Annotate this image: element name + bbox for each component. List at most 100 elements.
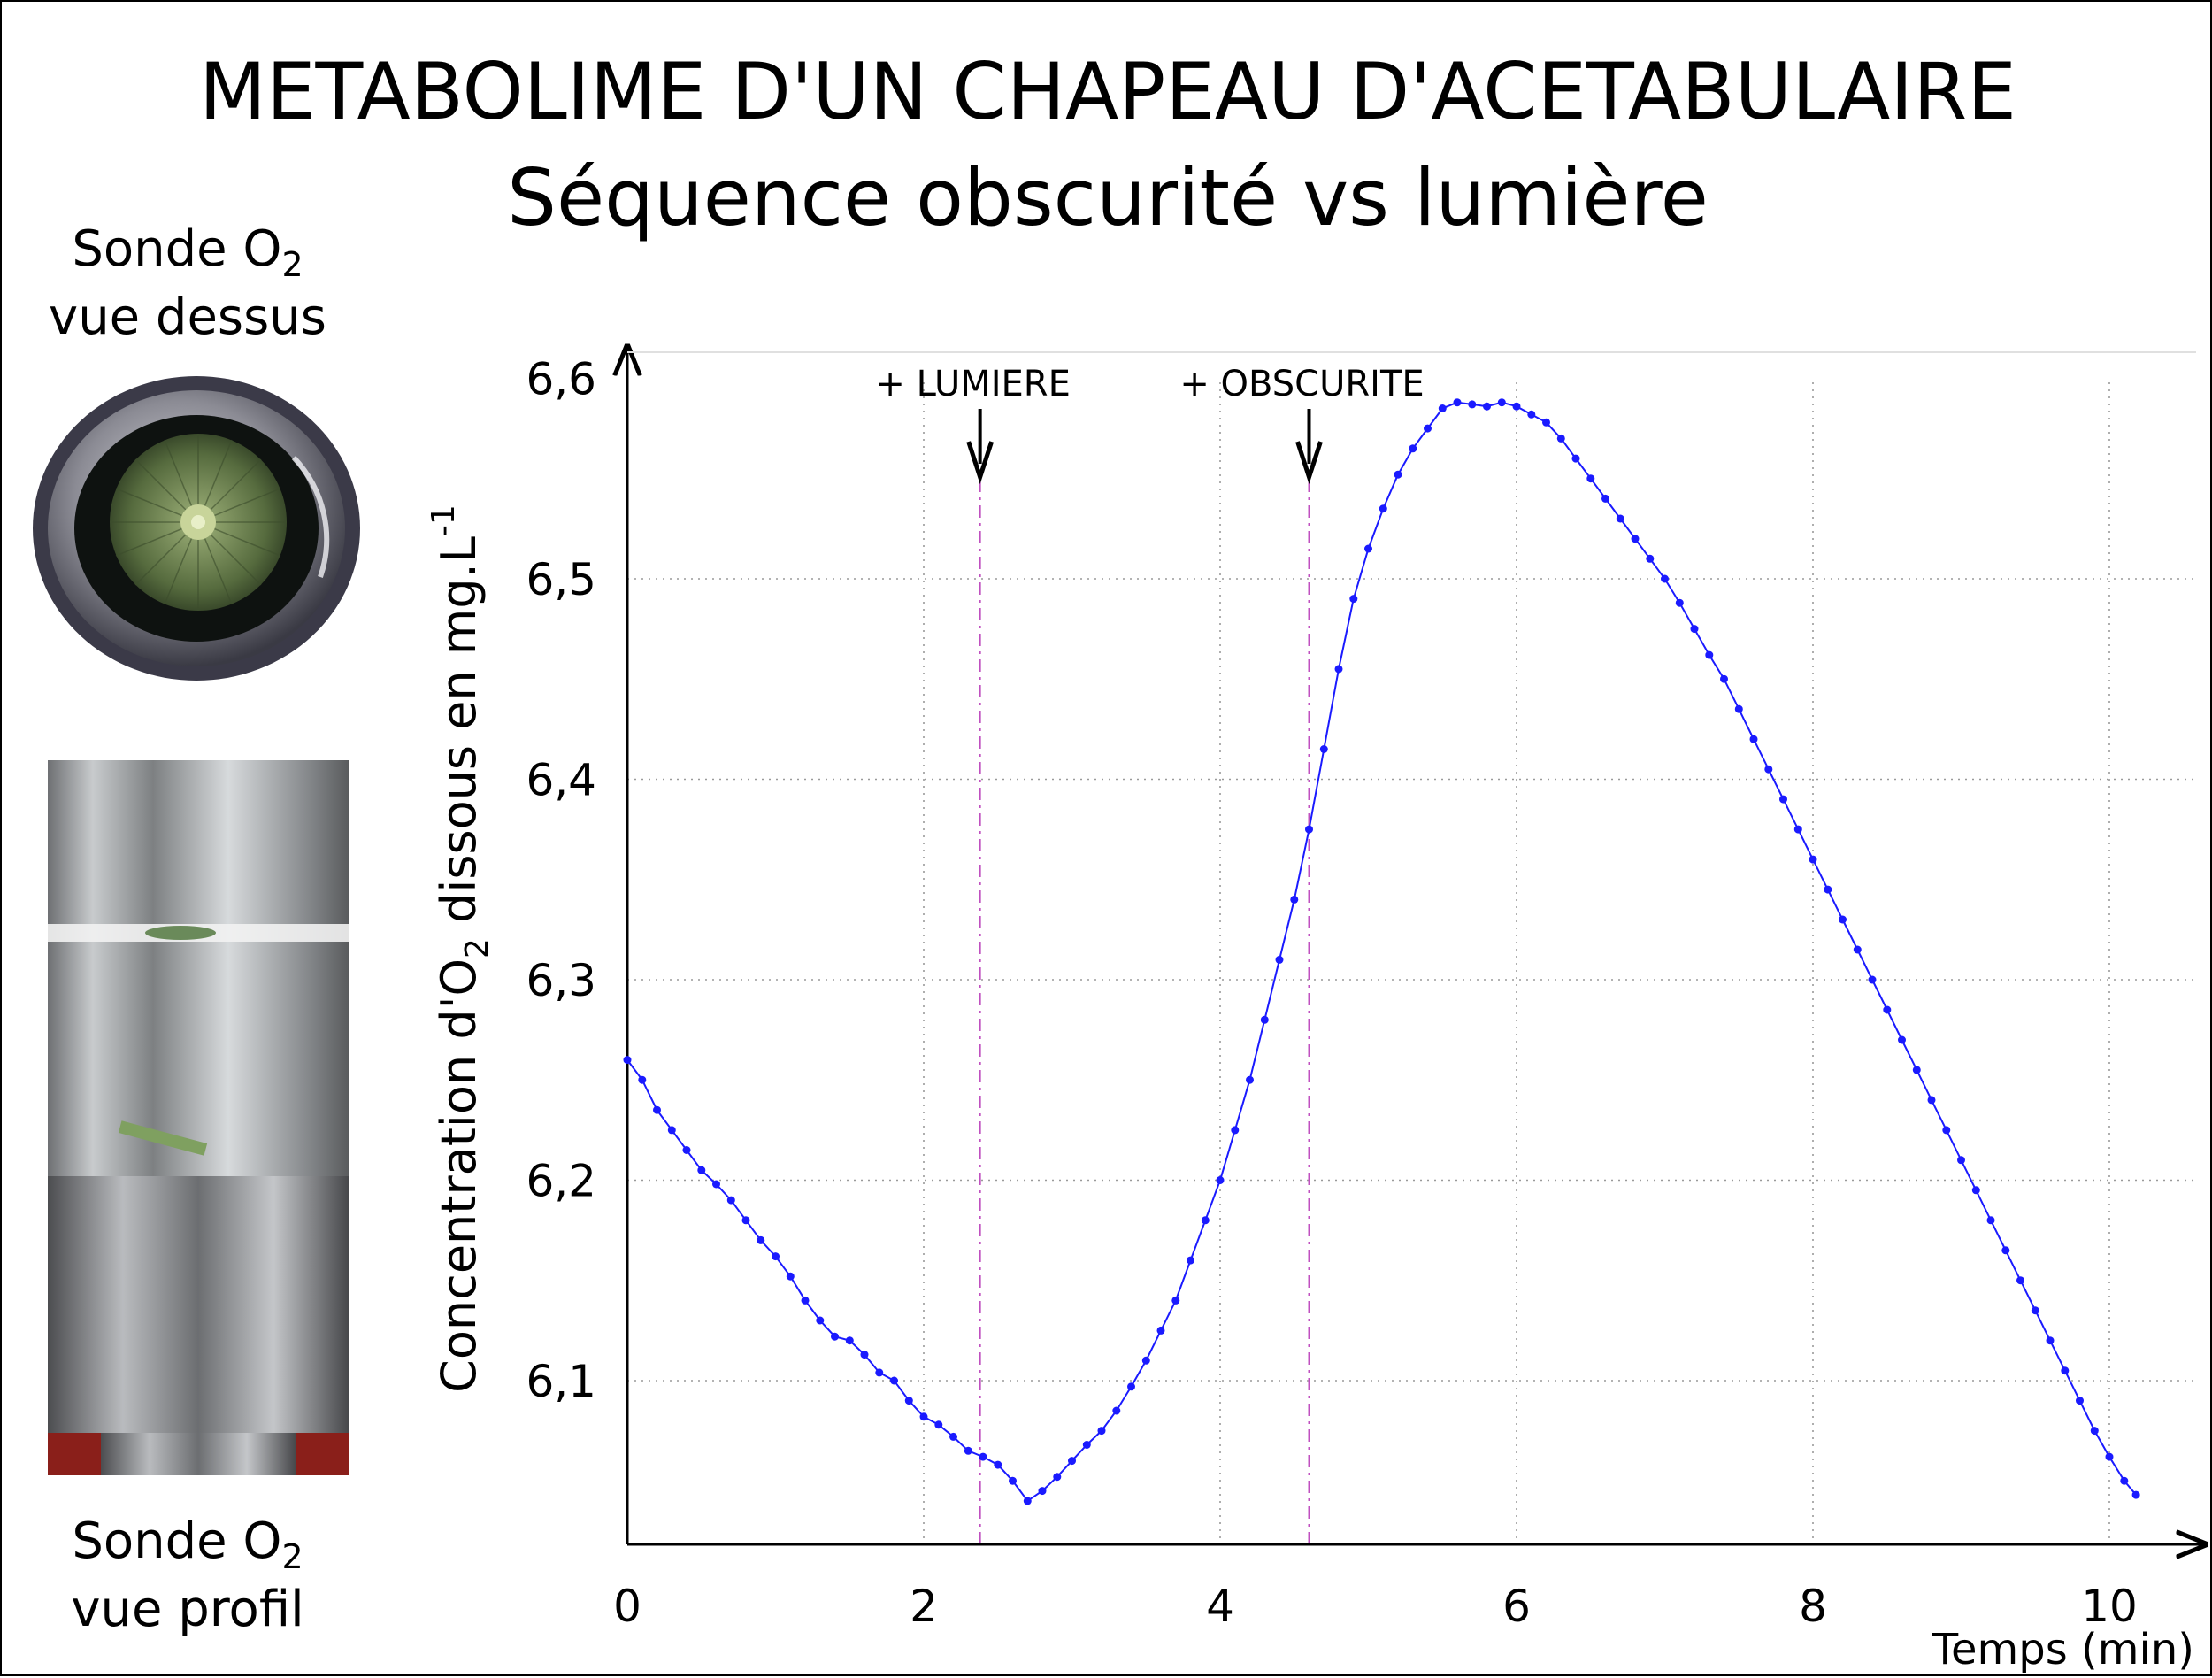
data-point xyxy=(1009,1476,1017,1485)
data-point xyxy=(1201,1216,1210,1225)
tick-labels: 6,1 6,2 6,3 6,4 6,5 6,6 0 2 4 6 8 10 xyxy=(526,354,2137,1633)
data-point xyxy=(1246,1075,1254,1084)
data-point xyxy=(1497,398,1506,407)
data-point xyxy=(623,1056,632,1065)
event-arrow-head xyxy=(966,441,995,485)
data-point xyxy=(1764,765,1773,774)
data-point xyxy=(1705,650,1714,659)
top-probe-label: Sonde O2 vue dessus xyxy=(2,219,373,349)
axes xyxy=(627,347,2205,1544)
data-point xyxy=(2131,1490,2140,1499)
data-point xyxy=(1305,825,1313,834)
data-point xyxy=(1187,1256,1194,1265)
data-point xyxy=(1231,1126,1240,1135)
data-point xyxy=(845,1336,854,1345)
data-point xyxy=(1468,400,1477,409)
data-point xyxy=(801,1296,810,1305)
y-tick-label: 6,6 xyxy=(526,354,596,405)
series-line xyxy=(626,401,2137,1503)
data-point xyxy=(1646,554,1655,563)
data-point xyxy=(890,1376,898,1385)
data-point xyxy=(1512,402,1521,411)
data-point xyxy=(1260,1015,1269,1024)
bottom-probe-label: Sonde O2 vue profil xyxy=(2,1511,373,1641)
data-point xyxy=(1082,1441,1091,1449)
x-tick-label: 8 xyxy=(1799,1581,1827,1632)
y-tick-label: 6,5 xyxy=(526,554,596,605)
data-point xyxy=(1571,454,1580,463)
data-point xyxy=(1898,1035,1906,1044)
data-point xyxy=(1438,404,1447,412)
data-point xyxy=(816,1316,825,1325)
data-point xyxy=(1912,1066,1921,1074)
data-point xyxy=(712,1180,720,1189)
data-point xyxy=(964,1446,972,1455)
event-arrow-head xyxy=(1295,441,1323,485)
x-axis-label: Temps (min) xyxy=(1932,1625,2194,1674)
data-point xyxy=(949,1432,957,1441)
x-tick-label: 10 xyxy=(2081,1581,2138,1632)
data-point xyxy=(994,1460,1002,1469)
data-point xyxy=(934,1420,943,1429)
data-point xyxy=(1483,402,1491,411)
data-point xyxy=(979,1452,987,1461)
data-point xyxy=(1409,444,1417,453)
data-point xyxy=(1749,735,1758,743)
bottom-probe-label-main: Sonde O xyxy=(72,1513,282,1570)
data-point xyxy=(875,1368,884,1377)
data-point xyxy=(638,1075,647,1084)
data-point xyxy=(1023,1497,1032,1505)
data-point xyxy=(1424,424,1432,433)
y-tick-label: 6,1 xyxy=(526,1356,596,1407)
series xyxy=(623,398,2140,1505)
top-probe-label-main: Sonde O xyxy=(72,220,282,278)
data-point xyxy=(1734,704,1743,713)
title-line-2: Séquence obscurité vs lumière xyxy=(507,152,1709,243)
data-point xyxy=(1824,885,1832,894)
data-point xyxy=(1616,514,1624,523)
data-point xyxy=(697,1166,706,1174)
data-point xyxy=(1957,1156,1965,1165)
x-tick-label: 0 xyxy=(613,1581,641,1632)
data-point xyxy=(2105,1452,2114,1461)
data-point xyxy=(1171,1296,1180,1305)
event-markers: + LUMIERE + OBSCURITE xyxy=(875,364,1425,1544)
data-point xyxy=(2031,1306,2039,1315)
data-point xyxy=(860,1351,869,1359)
data-point xyxy=(1631,535,1640,543)
event-label: + OBSCURITE xyxy=(1179,364,1424,404)
data-point xyxy=(831,1332,839,1341)
data-point xyxy=(1068,1457,1076,1466)
data-point xyxy=(1986,1216,1995,1225)
data-point xyxy=(1971,1186,1980,1195)
top-probe-label-sub: 2 xyxy=(281,245,303,285)
y-tick-label: 6,4 xyxy=(526,755,596,806)
probe-top-view-photo xyxy=(33,376,360,681)
data-point xyxy=(1394,470,1402,479)
data-point xyxy=(786,1272,795,1281)
data-point xyxy=(1453,398,1462,407)
bottom-probe-label-sub: 2 xyxy=(281,1537,303,1577)
data-point xyxy=(1586,474,1595,483)
y-axis-label-sup: -1 xyxy=(426,504,462,536)
y-tick-label: 6,3 xyxy=(526,955,596,1006)
data-point xyxy=(1527,410,1536,419)
data-point xyxy=(1319,745,1328,753)
x-tick-label: 4 xyxy=(1206,1581,1234,1632)
data-point xyxy=(1942,1126,1951,1135)
data-point xyxy=(1853,945,1862,954)
data-point xyxy=(1839,915,1847,924)
data-point xyxy=(1779,795,1787,804)
x-tick-label: 2 xyxy=(910,1581,938,1632)
data-point xyxy=(2046,1336,2055,1345)
x-tick-label: 6 xyxy=(1502,1581,1531,1632)
data-point xyxy=(2016,1276,2024,1285)
grid xyxy=(627,382,2196,1544)
bottom-probe-label-line2: vue profil xyxy=(71,1580,304,1638)
data-point xyxy=(2076,1397,2084,1405)
data-point xyxy=(1364,544,1372,553)
top-probe-label-line2: vue dessus xyxy=(49,288,326,346)
data-point xyxy=(2061,1366,2070,1375)
